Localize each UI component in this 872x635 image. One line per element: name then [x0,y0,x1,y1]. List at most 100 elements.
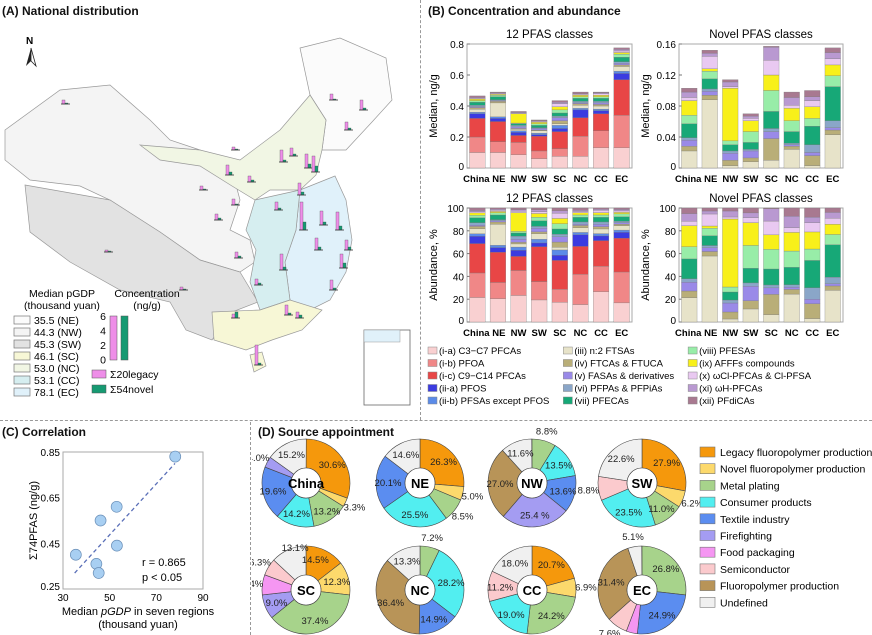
bar-segment-i-a [613,302,630,323]
bar-segment-ix [489,211,506,213]
bar-segment-i-b [572,136,589,157]
legend-label-xi: (xi) ωH-PFCAs [699,384,763,395]
site-legacy-bar [225,164,230,176]
x-axis-label-emphasis: pGDP [100,606,132,618]
legend-swatch-ii-b [427,396,438,405]
bar-segment-xii [572,207,589,211]
y-tick-label: 80 [665,227,677,238]
pie-slice-label: 11.2% [487,583,514,594]
legend-swatch-iv [563,359,573,367]
y-axis-label: Σ74PFAS (ng/g) [28,481,40,560]
legend-label-i-a: (i-a) C3−C7 PFCAs [439,346,521,357]
legend-swatch-ii-a [427,384,438,392]
bar-segment-x [804,222,821,233]
site-legacy-bar [319,210,324,226]
y-tick-label: 20 [665,295,677,306]
site-legacy-bar [359,99,364,111]
gdp-legend-label: 45.3 (SW) [34,339,81,351]
legend-swatch-vii [563,396,573,405]
site-novel-bar [317,246,322,251]
y-tick-label: 100 [659,204,676,215]
y-tick-label: 0.8 [450,40,464,51]
bar-segment-v [783,286,800,290]
site-legacy-bar [231,146,236,151]
bar-segment-i-c [613,238,630,273]
bar-segment-iv [824,285,841,291]
bar-segment-vi [722,150,739,154]
bar-segment-viii [701,70,718,80]
bar-segment-ix [763,74,780,91]
bar-segment-vii [804,260,821,288]
bar-segment-iii [783,293,800,323]
pie-slice-label: 11.0% [648,504,675,515]
site-novel-bar [322,221,327,226]
pie-slice-label: 8.8% [578,485,600,496]
pie-slice-label: 28.2% [438,578,465,589]
bar-segment-v [572,224,589,226]
pie-slice-label: 4.0% [252,453,270,464]
bar-segment-iii [722,165,739,169]
x-tick-label: China [463,328,490,339]
bar-segment-x [613,210,630,213]
legend-label-ix: (ix) AFFFs compounds [699,359,795,370]
bar-segment-x [551,213,568,219]
bar-segment-ii-b [613,70,630,74]
bar-segment-x [722,216,739,220]
bar-segment-iii [469,108,486,113]
bar-segment-i-c [469,118,486,138]
bar-segment-v [742,286,759,301]
bar-segment-iv [551,241,568,248]
pie-slice-label: 36.4% [377,598,404,609]
bar-segment-x [572,211,589,213]
bar-segment-ii-b [489,245,506,248]
r-value: r = 0.865 [142,557,186,569]
bar-segment-ii-a [613,73,630,80]
bar-segment-i-a [469,297,486,323]
p-value: p < 0.05 [142,572,182,584]
legend-swatch-xi [687,384,698,392]
source-legend-swatch [699,563,716,575]
legend-label-vi: (vi) PFPAs & PFPiAs [574,384,662,395]
pie-slice-label: 25.4 % [520,510,550,521]
bar-segment-iv [804,303,821,319]
bar-segment-v [722,153,739,161]
bar-segment-xii [489,91,506,93]
scatter-point [169,450,182,463]
bar-segment-ix [593,212,610,216]
bar-segment-iii [489,102,506,118]
conc-legend-unit: (ng/g) [133,300,160,312]
site-novel-bar [298,314,303,319]
bar-segment-ii-a [613,232,630,239]
bar-segment-x [593,210,610,213]
site-novel-bar [302,221,307,231]
x-tick-label: NC [574,174,588,185]
bar-segment-v [804,152,821,156]
bar-segment-viii [469,100,486,103]
bar-segment-ii-a [531,134,548,137]
legend-label-iii: (iii) n:2 FTSAs [574,346,634,357]
site-novel-bar [300,191,305,196]
bar-segment-vii [824,86,841,121]
bar-segment-vii [469,217,486,223]
bar-segment-i-b [551,148,568,157]
bar-segment-vi [681,137,698,141]
bar-segment-x [489,210,506,212]
bar-segment-i-c [551,131,568,149]
bar-segment-x [551,103,568,107]
pie-slice-label: 30.6% [319,460,346,471]
y-tick-label: 0.12 [657,71,677,82]
bar-segment-vi [510,235,527,240]
y-axis-label: Abundance, % [640,229,652,301]
bar-segment-ii-a [510,250,527,257]
site-novel-bar [338,225,343,231]
pie-hole [404,574,436,606]
bar-segment-i-a [489,152,506,169]
bar-segment-iii [722,318,739,323]
plot-frame [62,451,204,590]
bar-segment-xi [722,81,739,87]
bar-segment-xi [742,115,759,119]
site-legacy-bar [329,93,334,101]
scatter-point [94,514,107,527]
map-regions [4,37,393,373]
pie-slice-label: 24.2% [538,611,565,622]
